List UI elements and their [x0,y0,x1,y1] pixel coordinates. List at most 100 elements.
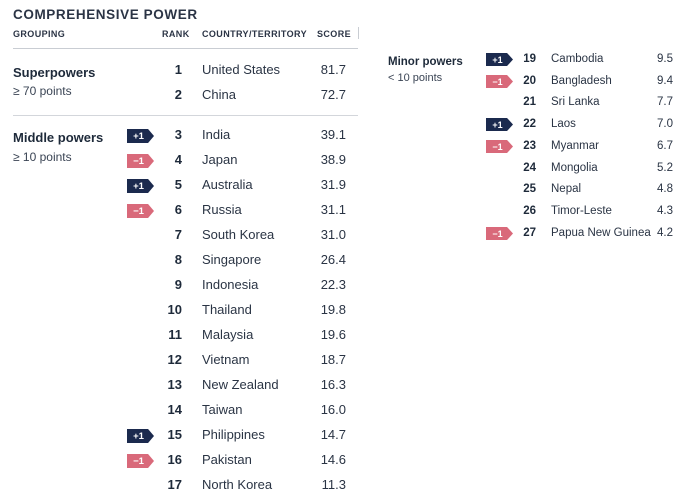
rank-cell: 16 [167,452,182,467]
header-score: SCORE [317,29,352,39]
country-cell: South Korea [202,227,275,242]
rank-cell: 19 [523,53,536,65]
rank-cell: 7 [174,227,182,242]
country-cell: Philippines [202,427,265,442]
country-cell: United States [202,62,281,77]
country-cell: India [202,127,231,142]
group-minor-criteria: < 10 points [388,72,443,84]
country-cell: Myanmar [551,140,599,152]
rank-down-badge: −1 [486,227,513,240]
rank-cell: 12 [167,352,182,367]
score-cell: 31.0 [320,227,346,242]
score-cell: 16.0 [320,402,346,417]
rank-cell: 5 [174,177,182,192]
header-grouping: GROUPING [13,29,66,39]
score-cell: 31.1 [320,202,346,217]
country-cell: Cambodia [551,53,604,65]
score-cell: 39.1 [320,127,346,142]
rank-down-badge: −1 [127,154,154,168]
rank-cell: 14 [167,402,182,417]
rank-cell: 27 [523,227,536,239]
header-divider [13,48,358,49]
group-superpowers-name: Superpowers [13,65,96,80]
group-superpowers-criteria: ≥ 70 points [13,84,72,98]
country-cell: Japan [202,152,238,167]
rank-cell: 11 [168,327,182,342]
country-cell: Laos [551,118,576,130]
score-cell: 9.5 [657,53,673,65]
rank-up-badge: +1 [486,53,513,66]
score-cell: 7.7 [657,96,673,108]
score-cell: 38.9 [320,152,346,167]
rank-up-badge: +1 [127,179,154,193]
rank-up-badge: +1 [127,429,154,443]
rank-cell: 17 [167,477,182,492]
country-cell: Russia [202,202,242,217]
rank-down-badge: −1 [486,140,513,153]
score-cell: 81.7 [320,62,346,77]
score-cell: 4.8 [657,183,673,195]
header-country: COUNTRY/TERRITORY [202,29,307,39]
group-minor-name: Minor powers [388,56,463,68]
country-cell: Indonesia [202,277,259,292]
score-cell: 72.7 [320,87,346,102]
rank-down-badge: −1 [127,454,154,468]
rank-cell: 8 [174,252,182,267]
group-middle-criteria: ≥ 10 points [13,150,72,164]
country-cell: Thailand [202,302,252,317]
rank-down-badge: −1 [127,204,154,218]
score-cell: 6.7 [657,140,673,152]
group-middle-name: Middle powers [13,130,104,145]
rank-cell: 6 [174,202,182,217]
score-cell: 4.2 [657,227,673,239]
country-cell: Vietnam [202,352,250,367]
rank-cell: 2 [174,87,182,102]
group-divider [13,115,358,116]
score-cell: 19.6 [320,327,346,342]
country-cell: Malaysia [202,327,254,342]
country-cell: Australia [202,177,253,192]
country-cell: New Zealand [202,377,279,392]
score-cell: 31.9 [320,177,346,192]
rank-cell: 26 [523,205,536,217]
rank-cell: 24 [523,162,536,174]
score-cell: 11.3 [321,477,346,492]
rank-cell: 13 [167,377,182,392]
rank-cell: 1 [174,62,182,77]
rank-cell: 15 [167,427,182,442]
country-cell: Bangladesh [551,75,612,87]
header-edge-mark [358,27,359,39]
country-cell: Nepal [551,183,582,195]
chart-title: COMPREHENSIVE POWER [13,7,198,22]
rank-cell: 10 [167,302,182,317]
header-rank: RANK [162,29,190,39]
rank-up-badge: +1 [127,129,154,143]
country-cell: North Korea [202,477,273,492]
rank-down-badge: −1 [486,75,513,88]
rank-cell: 3 [174,127,182,142]
rank-cell: 21 [523,96,536,108]
score-cell: 14.6 [320,452,346,467]
rank-up-badge: +1 [486,118,513,131]
rank-cell: 23 [523,140,536,152]
country-cell: Papua New Guinea [551,227,651,239]
rank-cell: 4 [174,152,182,167]
country-cell: Singapore [202,252,262,267]
country-cell: China [202,87,236,102]
country-cell: Pakistan [202,452,252,467]
country-cell: Taiwan [202,402,243,417]
country-cell: Timor-Leste [551,205,612,217]
rank-cell: 22 [523,118,536,130]
score-cell: 19.8 [320,302,346,317]
rank-cell: 9 [174,277,182,292]
score-cell: 18.7 [320,352,346,367]
score-cell: 4.3 [657,205,673,217]
score-cell: 26.4 [320,252,346,267]
country-cell: Mongolia [551,162,598,174]
rank-cell: 20 [523,75,536,87]
score-cell: 16.3 [320,377,346,392]
score-cell: 22.3 [320,277,346,292]
rank-cell: 25 [523,183,536,195]
score-cell: 7.0 [657,118,673,130]
score-cell: 9.4 [657,75,673,87]
